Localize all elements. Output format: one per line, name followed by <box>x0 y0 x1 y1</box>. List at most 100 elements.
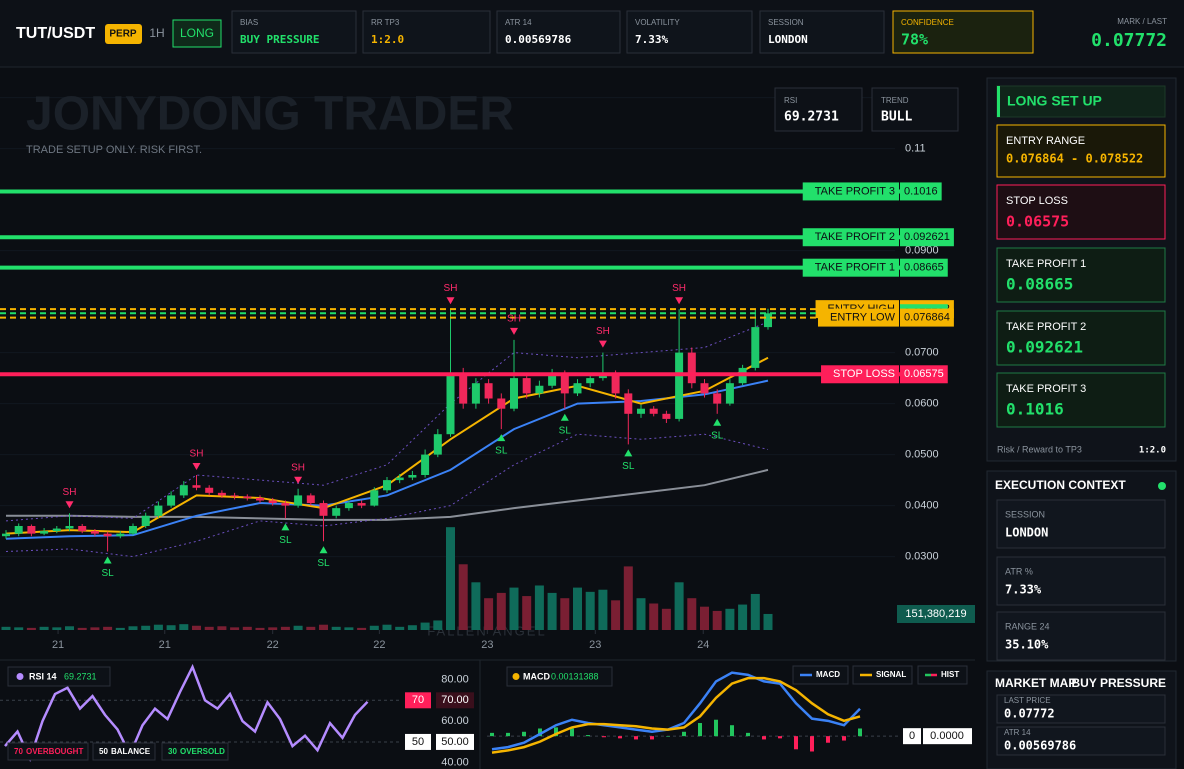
volume-bar <box>39 626 49 630</box>
macd-line <box>491 671 861 751</box>
candle-body <box>725 383 734 404</box>
candle-body <box>205 487 214 493</box>
stat-label: SESSION <box>768 18 804 27</box>
swing-marker <box>510 327 518 335</box>
candle-body <box>306 495 315 504</box>
volume-bar <box>217 626 227 630</box>
band-legend-name: OVERSOLD <box>180 747 225 756</box>
swing-marker <box>675 297 684 305</box>
candle-body <box>344 503 353 509</box>
indicator-label: RSI <box>784 96 797 105</box>
target-label: TAKE PROFIT 2 <box>1006 321 1086 333</box>
context-label: ATR % <box>1005 566 1033 576</box>
timeframe: 1H <box>149 26 164 40</box>
macd-hist-bar <box>490 732 494 737</box>
macd-hist-bar <box>506 732 510 737</box>
swing-marker <box>281 523 290 531</box>
y-tick-label: 50.00 <box>441 736 469 748</box>
stat-label: CONFIDENCE <box>901 18 954 27</box>
volume-bar <box>598 589 608 630</box>
volume-bar <box>420 622 430 630</box>
volume-bar <box>90 627 100 630</box>
candle-body <box>294 495 303 506</box>
candle-body <box>357 503 366 506</box>
indicator-line <box>6 468 769 521</box>
band-tag: 70 <box>412 694 424 706</box>
candle-body <box>141 515 150 526</box>
band-legend-name: OVERBOUGHT <box>26 747 83 756</box>
candle-body <box>27 526 36 534</box>
band-legend-name: BALANCE <box>111 747 151 756</box>
mark-value: 0.07772 <box>1091 30 1167 51</box>
volume-bar <box>357 627 367 630</box>
target-value: 0.1016 <box>1006 400 1064 419</box>
swing-label: SH <box>190 449 204 460</box>
volume-bar <box>534 585 544 630</box>
legend-label: HIST <box>941 670 959 679</box>
rr-value: 1:2.0 <box>1139 446 1166 456</box>
candle-body <box>281 503 290 506</box>
swing-label: SL <box>317 558 330 569</box>
volume-bar <box>573 587 582 630</box>
swing-label: SL <box>495 446 508 457</box>
stop-label: STOP LOSS <box>1006 195 1068 207</box>
volume-bar <box>103 626 113 630</box>
volume-bar <box>230 627 240 630</box>
swing-label: SL <box>559 425 572 436</box>
swing-label: SL <box>711 430 724 441</box>
swing-label: SH <box>672 283 686 294</box>
volume-bar <box>674 582 684 630</box>
level-name: TAKE PROFIT 1 <box>815 262 895 274</box>
volume-bar <box>446 527 455 630</box>
x-tick-label: 23 <box>589 639 601 651</box>
legend-label: MACD <box>816 670 840 679</box>
level-value-box <box>900 258 948 277</box>
context-box <box>996 556 1166 606</box>
volume-bar <box>471 582 481 630</box>
volume-bar <box>242 626 252 630</box>
candle-body <box>256 497 264 501</box>
x-tick-label: 22 <box>267 639 279 651</box>
volume-bar <box>1 626 11 630</box>
y-tick-label: 70.00 <box>441 694 469 706</box>
macd-hist-bar <box>698 723 702 737</box>
volume-bar <box>141 625 151 630</box>
indicator-line <box>5 321 769 522</box>
target-value: 0.092621 <box>1006 338 1083 357</box>
tick-value-box <box>436 733 474 750</box>
volume-bar <box>700 606 709 630</box>
level-value: 0.08665 <box>904 262 944 274</box>
volume-bar <box>623 566 633 630</box>
candle-body <box>154 505 163 516</box>
volume-bar <box>725 608 735 630</box>
volume-bar <box>496 592 506 630</box>
legend-box <box>852 665 913 685</box>
stop-box <box>996 184 1166 240</box>
stat-box <box>626 10 753 54</box>
volume-bar <box>522 596 532 630</box>
context-value: 35.10% <box>1005 638 1049 652</box>
swing-marker <box>103 556 112 564</box>
entry-label: ENTRY RANGE <box>1006 135 1085 147</box>
setup-header-accent <box>997 86 1000 117</box>
swing-label: SH <box>507 313 521 324</box>
map-box <box>996 694 1166 724</box>
candle-body <box>446 373 455 435</box>
candle-body <box>370 490 379 506</box>
volume-bar <box>750 593 760 630</box>
volume-bar <box>293 625 303 630</box>
candle-body <box>560 373 569 394</box>
level-value-box <box>900 228 954 247</box>
band-tag-box <box>405 733 431 750</box>
swing-label: SH <box>596 326 610 337</box>
x-tick-label: 22 <box>373 639 385 651</box>
candle-body <box>52 528 61 532</box>
zero-value-box <box>923 728 972 745</box>
indicator-box <box>774 87 863 132</box>
candle-body <box>751 327 760 368</box>
entry-value: 0.076864 - 0.078522 <box>1006 152 1143 166</box>
symbol: TUT/USDT <box>16 25 95 42</box>
swing-label: SH <box>291 462 305 473</box>
candle-body <box>535 385 544 394</box>
candle-body <box>662 413 671 419</box>
